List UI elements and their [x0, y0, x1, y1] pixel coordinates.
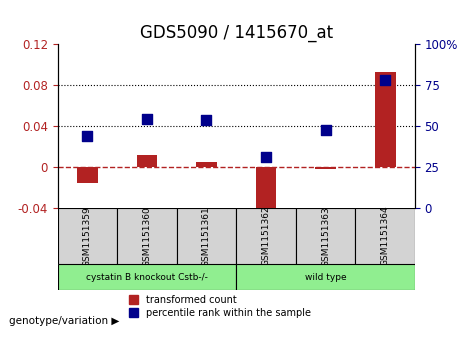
Bar: [196, 162, 217, 167]
FancyBboxPatch shape: [236, 264, 415, 290]
Text: GSM1151364: GSM1151364: [381, 206, 390, 266]
Point: [322, 127, 329, 133]
FancyBboxPatch shape: [58, 264, 236, 290]
FancyBboxPatch shape: [177, 208, 236, 264]
Legend: transformed count, percentile rank within the sample: transformed count, percentile rank withi…: [127, 293, 313, 320]
Point: [84, 133, 91, 139]
FancyBboxPatch shape: [296, 208, 355, 264]
Text: GSM1151359: GSM1151359: [83, 206, 92, 266]
Text: cystatin B knockout Cstb-/-: cystatin B knockout Cstb-/-: [86, 273, 208, 282]
Bar: [136, 155, 157, 167]
Text: GSM1151360: GSM1151360: [142, 206, 152, 266]
Text: wild type: wild type: [305, 273, 346, 282]
FancyBboxPatch shape: [117, 208, 177, 264]
Text: GSM1151361: GSM1151361: [202, 206, 211, 266]
FancyBboxPatch shape: [58, 208, 117, 264]
Bar: [255, 167, 277, 215]
FancyBboxPatch shape: [355, 208, 415, 264]
Bar: [375, 72, 396, 167]
Point: [143, 116, 151, 122]
Bar: [77, 167, 98, 183]
Text: GSM1151362: GSM1151362: [261, 206, 271, 266]
Bar: [315, 167, 336, 169]
Text: genotype/variation ▶: genotype/variation ▶: [9, 316, 119, 326]
Text: GSM1151363: GSM1151363: [321, 206, 330, 266]
FancyBboxPatch shape: [236, 208, 296, 264]
Point: [203, 117, 210, 122]
Point: [262, 154, 270, 159]
Point: [381, 77, 389, 82]
Title: GDS5090 / 1415670_at: GDS5090 / 1415670_at: [140, 24, 333, 42]
